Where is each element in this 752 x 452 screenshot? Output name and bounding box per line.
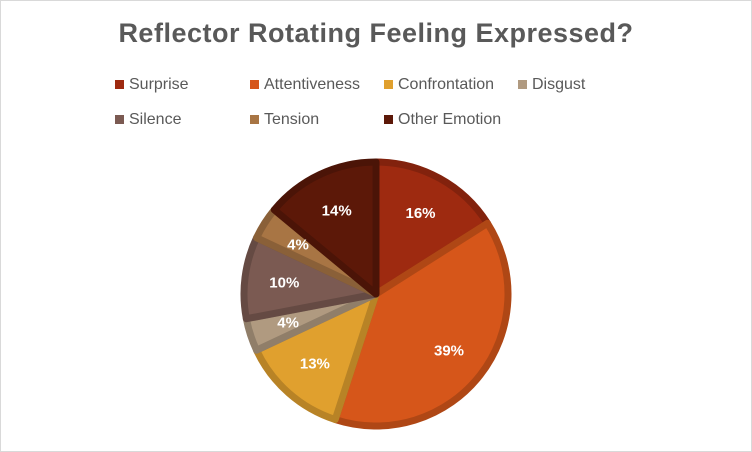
data-label-tension: 4% [287, 237, 309, 254]
legend-swatch [250, 80, 259, 89]
legend-label: Silence [129, 111, 182, 128]
legend-swatch [250, 115, 259, 124]
data-label-surprise: 16% [405, 205, 435, 222]
legend-label: Confrontation [398, 76, 495, 93]
pie-slice-confrontation [253, 290, 380, 424]
data-label-other-emotion: 14% [322, 202, 352, 219]
chart-title: Reflector Rotating Feeling Expressed? [118, 18, 634, 48]
pie-slice-other-emotion [270, 158, 380, 298]
legend-label: Surprise [129, 76, 189, 93]
legend-label: Tension [264, 111, 320, 128]
legend-swatch [384, 115, 393, 124]
data-label-confrontation: 13% [300, 355, 330, 372]
legend-label: Disgust [532, 76, 586, 93]
legend-label: Other Emotion [398, 111, 502, 128]
legend-swatch [518, 80, 527, 89]
legend-label: Attentiveness [264, 76, 361, 93]
legend-swatch [384, 80, 393, 89]
legend-swatch [115, 115, 124, 124]
legend-swatch [115, 80, 124, 89]
data-label-attentiveness: 39% [434, 343, 464, 360]
pie-slice-attentiveness [331, 219, 512, 430]
data-label-silence: 10% [269, 274, 299, 291]
data-label-disgust: 4% [277, 315, 299, 332]
pie-slice-surprise [372, 158, 491, 298]
